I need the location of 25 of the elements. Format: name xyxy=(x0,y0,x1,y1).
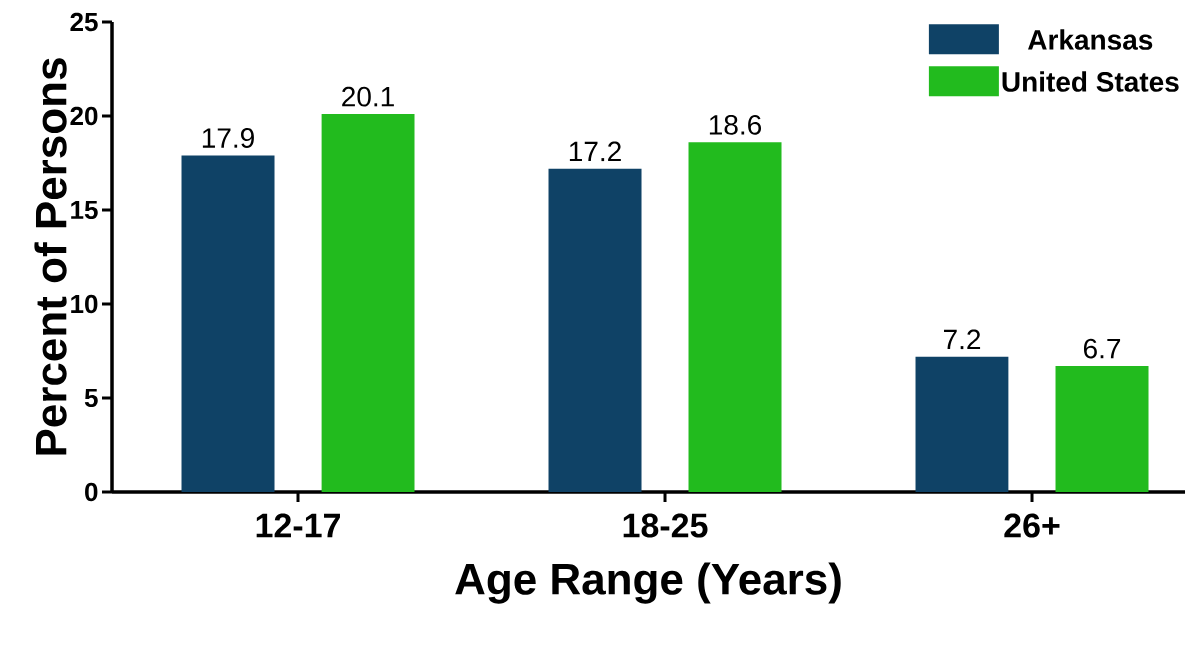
bar xyxy=(1055,366,1149,492)
y-tick-label: 0 xyxy=(85,482,98,502)
bar xyxy=(688,142,782,492)
bar xyxy=(548,168,642,492)
legend-label: Arkansas xyxy=(1028,29,1153,50)
bar xyxy=(915,356,1009,492)
bar xyxy=(321,114,415,492)
data-label: 18.6 xyxy=(709,114,762,135)
data-label: 20.1 xyxy=(342,86,394,107)
bar xyxy=(181,155,275,492)
data-label: 7.2 xyxy=(944,329,981,350)
data-label: 17.9 xyxy=(202,128,254,148)
y-tick-label: 20 xyxy=(70,106,98,126)
y-tick-label: 25 xyxy=(70,12,98,32)
data-label: 17.2 xyxy=(569,141,621,162)
y-tick-label: 15 xyxy=(71,200,98,220)
x-axis-title: Age Range (Years) xyxy=(455,562,841,604)
legend-label: United States xyxy=(1002,71,1179,92)
x-tick-label: 18-25 xyxy=(623,513,708,538)
x-tick-label: 26+ xyxy=(1004,513,1060,538)
x-tick-label: 12-17 xyxy=(256,513,340,538)
y-tick-label: 10 xyxy=(71,294,98,314)
y-axis-title: Percent of Persons xyxy=(34,58,67,455)
data-label: 6.7 xyxy=(1083,338,1121,359)
y-tick-label: 5 xyxy=(84,388,98,408)
